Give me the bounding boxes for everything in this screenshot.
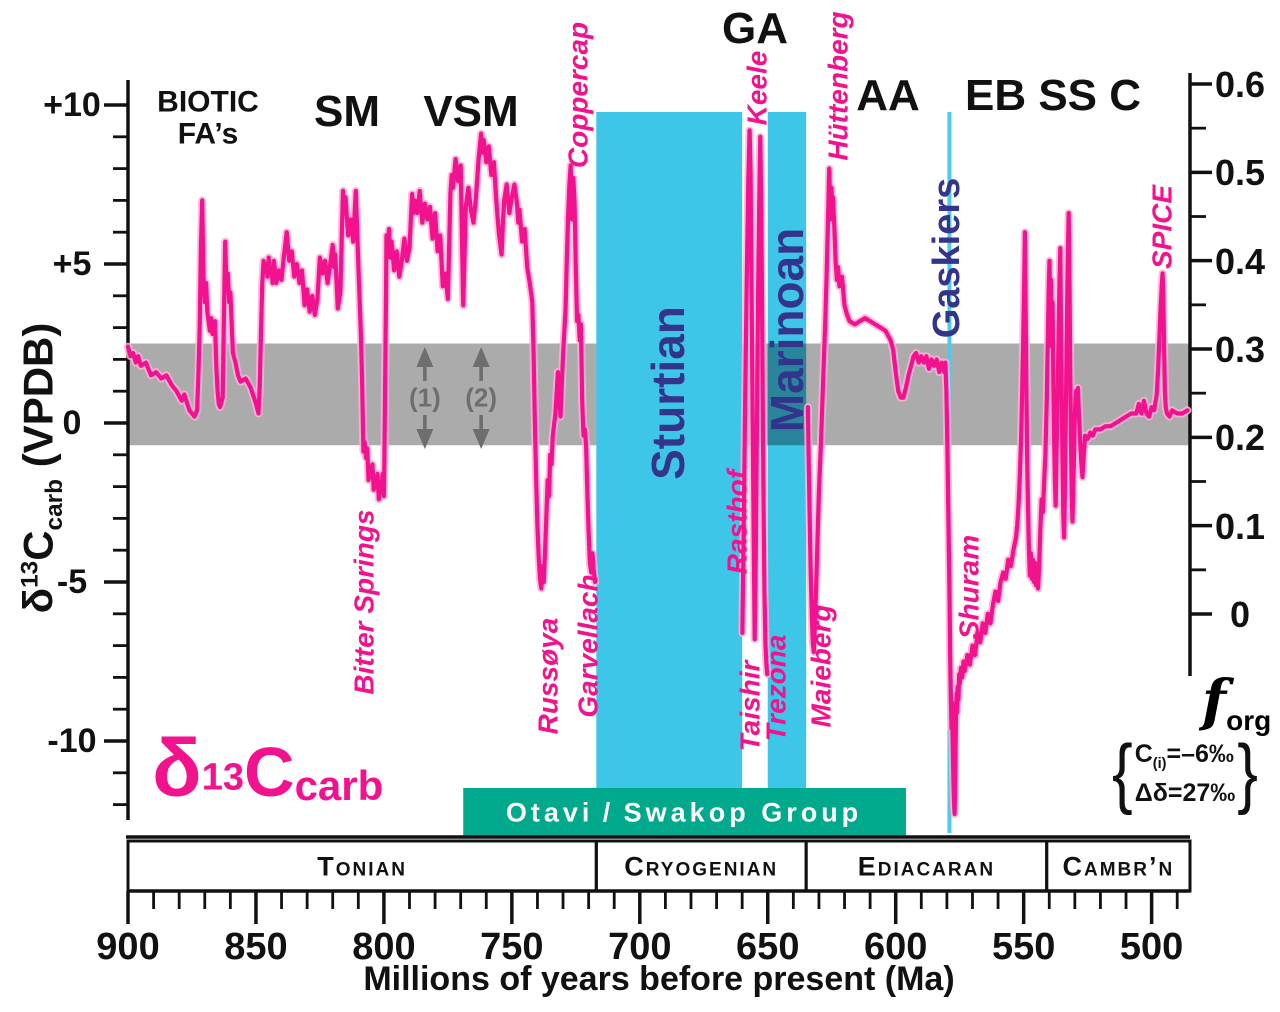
anomaly-label-russøya: Russøya [532,617,564,735]
x-tick-label: 600 [864,926,928,969]
glaciation-label-marinoan: Marinoan [760,227,813,433]
top-label-eb: EB SS C [964,70,1142,120]
top-label-ga: GA [722,3,788,53]
c-initial-value: C(i)=–6‰ [1134,740,1234,772]
anomaly-label-coppercap: Coppercap [562,21,594,169]
anomaly-label-hüttenberg: Hüttenberg [822,11,854,161]
anomaly-label-spice: SPICE [1146,184,1178,270]
x-tick-label: 500 [1119,926,1184,969]
anomaly-label-garvellach: Garvellach [572,574,604,718]
period-label: Cambr’n [1062,851,1175,882]
y-left-tick-label: -5 [56,563,88,602]
y-right-tick-label: 0.5 [1214,152,1266,194]
marinoan-glaciation-band [767,112,807,788]
curve-title-label: δ13Ccarb [152,723,384,814]
x-tick-label: 750 [480,926,544,969]
delta-delta-value: Δδ=27‰ [1134,779,1236,807]
carbon-isotope-curve-halo [803,164,1192,819]
close-brace: } [1237,730,1258,817]
range-arrow-label: (1) [408,382,441,413]
carbon-isotope-curve [125,131,598,591]
x-tick-label: 700 [608,926,672,969]
period-box-cambr’n [1045,839,1192,893]
anomaly-label-rasthof: Rasthof [721,469,753,575]
range-arrow-up-head [416,347,434,367]
open-brace: { [1112,730,1133,817]
range-arrow-label: (2) [465,382,498,413]
top-label-biotic: BIOTIC FA’s [157,85,259,150]
anomaly-label-keele: Keele [741,50,773,126]
x-tick-label: 800 [352,926,416,969]
carbon-isotope-curve [805,166,1190,817]
anomaly-label-shuram: Shuram [953,534,985,640]
y-right-tick-label: 0 [1229,594,1251,636]
glaciation-label-sturtian: Sturtian [641,306,694,480]
carbon-isotope-curve [740,128,770,677]
otavi-swakop-bar [463,788,906,837]
period-label: Cryogenian [624,851,779,882]
top-label-vsm: VSM [423,86,519,136]
y-right-tick-label: 0.2 [1214,417,1266,459]
anomaly-label-trezona: Trezona [760,634,792,742]
y-left-tick-label: +10 [43,86,101,125]
x-tick-label: 550 [991,926,1056,969]
top-label-aa: AA [856,70,920,120]
x-axis-title: Millions of years before present (Ma) [363,960,955,999]
top-label-sm: SM [314,86,380,136]
range-arrow-up-head [472,347,490,367]
anomaly-label-maieberg: Maieberg [805,604,837,728]
x-tick-label: 650 [736,926,800,969]
x-tick-label: 900 [96,926,160,969]
range-arrow-down-head [416,429,434,449]
forg-parameters-note: { C(i)=–6‰ Δδ=27‰ } [1112,735,1258,813]
period-label: Tonian [317,851,407,882]
range-arrow-down-head [472,429,490,449]
y-left-tick-label: 0 [62,404,82,443]
y-right-tick-label: 0.1 [1214,505,1266,547]
x-tick-label: 850 [224,926,288,969]
y-left-tick-label: +5 [52,245,92,284]
forg-axis-label: forg [1202,668,1272,736]
y-right-tick-label: 0.3 [1214,329,1266,371]
sturtian-glaciation-band [596,112,743,788]
glaciation-label-gaskiers: Gaskiers [926,177,969,339]
y-right-tick-label: 0.4 [1214,240,1266,282]
otavi-swakop-bar-label: Otavi / Swakop Group [505,797,863,828]
y-left-tick-label: -10 [47,722,97,761]
anomaly-label-bitter-springs: Bitter Springs [348,509,380,695]
period-label: Ediacaran [857,851,996,882]
y-right-tick-label: 0.6 [1214,64,1266,106]
